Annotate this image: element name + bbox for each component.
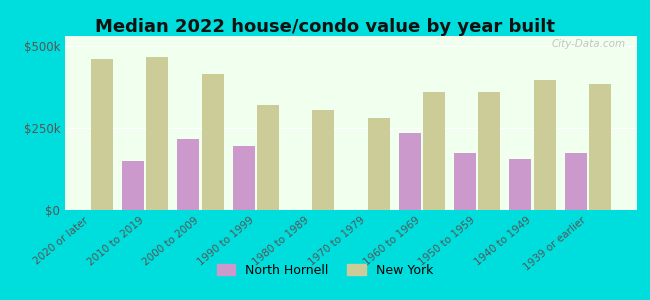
Bar (589, 84, 611, 210)
Bar (177, 140, 200, 210)
Bar (398, 133, 421, 210)
Bar (454, 152, 476, 210)
Legend: North Hornell, New York: North Hornell, New York (211, 259, 439, 282)
Bar (233, 146, 255, 210)
Bar (368, 118, 390, 210)
Bar (565, 152, 587, 210)
Bar (509, 159, 531, 210)
Text: Median 2022 house/condo value by year built: Median 2022 house/condo value by year bu… (95, 18, 555, 36)
Bar (478, 92, 500, 210)
Bar (534, 80, 556, 210)
Bar (146, 57, 168, 210)
Bar (312, 110, 334, 210)
Bar (202, 74, 224, 210)
Text: City-Data.com: City-Data.com (551, 40, 625, 50)
Bar (91, 59, 113, 210)
Bar (122, 161, 144, 210)
Bar (423, 92, 445, 210)
Bar (257, 105, 279, 210)
